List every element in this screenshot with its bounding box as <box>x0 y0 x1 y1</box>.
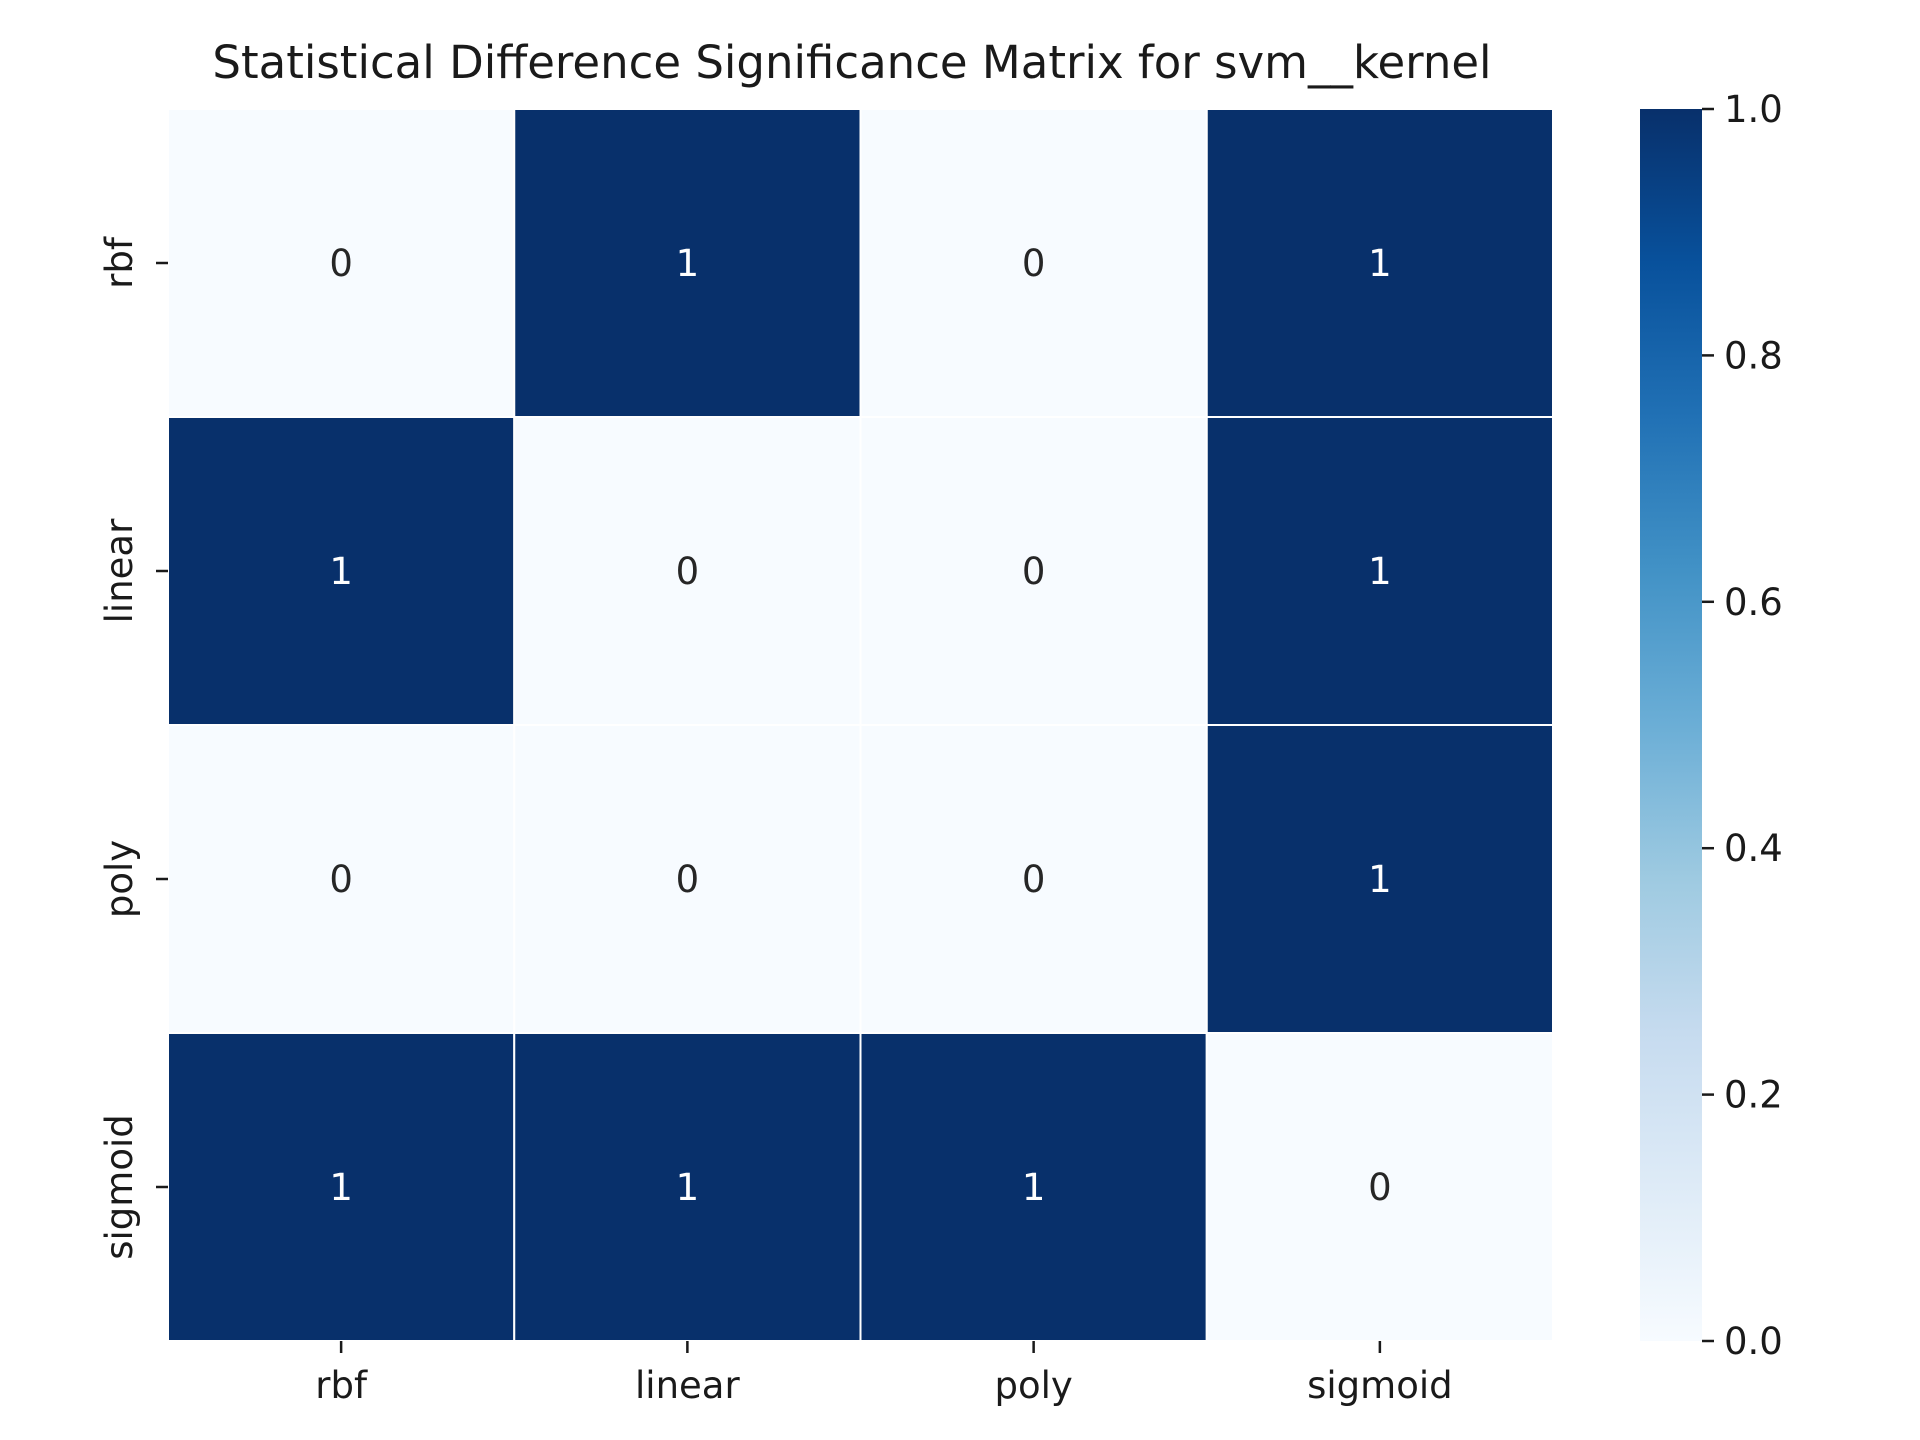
colorbar-tick-label: 0.8 <box>1724 334 1783 377</box>
heatmap-annotations: 0 1 0 1 1 0 0 1 0 0 0 1 1 1 1 0 <box>329 242 1391 1209</box>
colorbar-tick-label: 0.0 <box>1724 1320 1783 1363</box>
cell-annotation: 0 <box>1022 858 1046 901</box>
x-axis: rbf linear poly sigmoid <box>315 1341 1453 1407</box>
cell-annotation: 0 <box>1022 550 1046 593</box>
heatmap-cell-sigmoid-rbf <box>167 1032 516 1342</box>
colorbar-gradient <box>1640 109 1702 1341</box>
cell-annotation: 1 <box>1368 858 1392 901</box>
y-axis: rbf linear poly sigmoid <box>98 236 168 1260</box>
colorbar-ticks: 0.0 0.2 0.4 0.6 0.8 1.0 <box>1702 88 1783 1363</box>
cell-annotation: 0 <box>329 858 353 901</box>
heatmap-cell-sigmoid-sigmoid <box>1205 1032 1554 1342</box>
heatmap-cell-sigmoid-poly <box>859 1032 1208 1342</box>
cell-annotation: 0 <box>676 858 700 901</box>
cell-annotation: 1 <box>1368 550 1392 593</box>
cell-annotation: 0 <box>329 242 353 285</box>
heatmap-cell-poly-linear <box>513 724 862 1034</box>
x-tick-label: linear <box>635 1364 740 1407</box>
heatmap-cell-linear-rbf <box>167 416 516 726</box>
y-tick-label: linear <box>98 518 141 623</box>
x-tick-label: rbf <box>315 1364 368 1407</box>
x-tick-label: sigmoid <box>1307 1364 1453 1407</box>
colorbar <box>1640 109 1702 1341</box>
heatmap-cell-linear-sigmoid <box>1205 416 1554 726</box>
cell-annotation: 1 <box>1368 242 1392 285</box>
heatmap-cell-rbf-linear <box>513 108 862 418</box>
colorbar-tick-label: 0.4 <box>1724 827 1783 870</box>
cell-annotation: 1 <box>676 1166 700 1209</box>
heatmap-cell-poly-sigmoid <box>1205 724 1554 1034</box>
cell-annotation: 0 <box>1022 242 1046 285</box>
heatmap-cell-linear-linear <box>513 416 862 726</box>
cell-annotation: 1 <box>676 242 700 285</box>
y-tick-label: sigmoid <box>98 1114 141 1260</box>
colorbar-tick-label: 1.0 <box>1724 88 1783 131</box>
heatmap-cell-rbf-rbf <box>167 108 516 418</box>
colorbar-tick-label: 0.2 <box>1724 1074 1783 1117</box>
y-tick-label: poly <box>98 840 141 918</box>
cell-annotation: 1 <box>329 1166 353 1209</box>
x-tick-label: poly <box>994 1364 1072 1407</box>
heatmap-cell-rbf-sigmoid <box>1205 108 1554 418</box>
cell-annotation: 0 <box>1368 1166 1392 1209</box>
colorbar-tick-label: 0.6 <box>1724 581 1783 624</box>
heatmap-cell-sigmoid-linear <box>513 1032 862 1342</box>
cell-annotation: 1 <box>1022 1166 1046 1209</box>
cell-annotation: 0 <box>676 550 700 593</box>
heatmap-cell-linear-poly <box>859 416 1208 726</box>
chart-title: Statistical Difference Significance Matr… <box>212 36 1491 89</box>
cell-annotation: 1 <box>329 550 353 593</box>
heatmap-cell-rbf-poly <box>859 108 1208 418</box>
y-tick-label: rbf <box>98 236 141 289</box>
heatmap-cells <box>167 108 1554 1342</box>
